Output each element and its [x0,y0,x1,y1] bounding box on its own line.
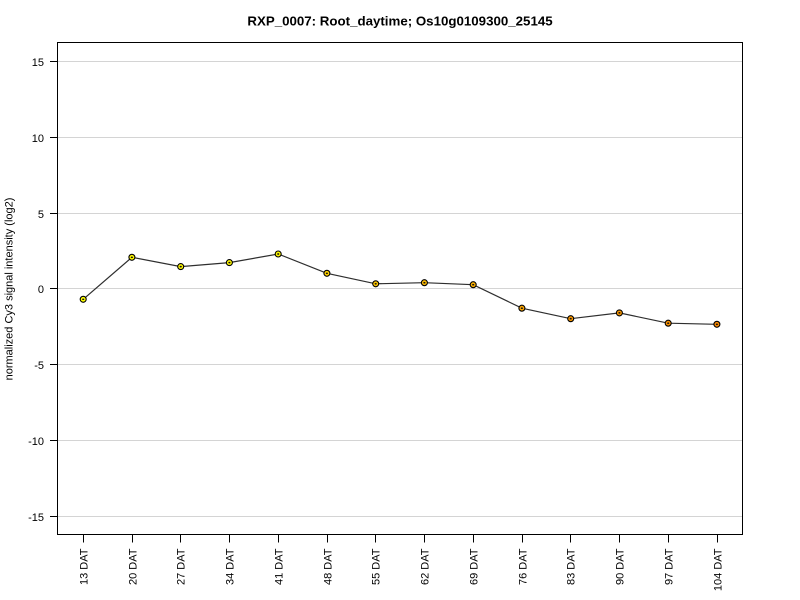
svg-text:10: 10 [32,133,44,145]
svg-text:34 DAT: 34 DAT [224,548,236,585]
svg-text:27 DAT: 27 DAT [175,548,187,585]
svg-text:62 DAT: 62 DAT [419,548,431,585]
svg-text:41 DAT: 41 DAT [273,548,285,585]
svg-text:83 DAT: 83 DAT [565,548,577,585]
svg-text:normalized Cy3 signal intensit: normalized Cy3 signal intensity (log2) [4,198,16,381]
svg-text:-15: -15 [28,512,44,524]
svg-text:104 DAT: 104 DAT [712,548,724,591]
svg-text:48 DAT: 48 DAT [322,548,334,585]
svg-text:RXP_0007: Root_daytime; Os10g0: RXP_0007: Root_daytime; Os10g0109300_251… [247,14,553,29]
svg-text:76 DAT: 76 DAT [517,548,529,585]
svg-text:5: 5 [38,209,44,221]
svg-text:-5: -5 [34,360,44,372]
svg-text:69 DAT: 69 DAT [468,548,480,585]
svg-text:13 DAT: 13 DAT [78,548,90,585]
svg-text:90 DAT: 90 DAT [614,548,626,585]
svg-text:97 DAT: 97 DAT [663,548,675,585]
svg-text:-10: -10 [28,436,44,448]
svg-text:55 DAT: 55 DAT [370,548,382,585]
svg-text:15: 15 [32,57,44,69]
svg-text:20 DAT: 20 DAT [127,548,139,585]
svg-text:0: 0 [38,284,44,296]
